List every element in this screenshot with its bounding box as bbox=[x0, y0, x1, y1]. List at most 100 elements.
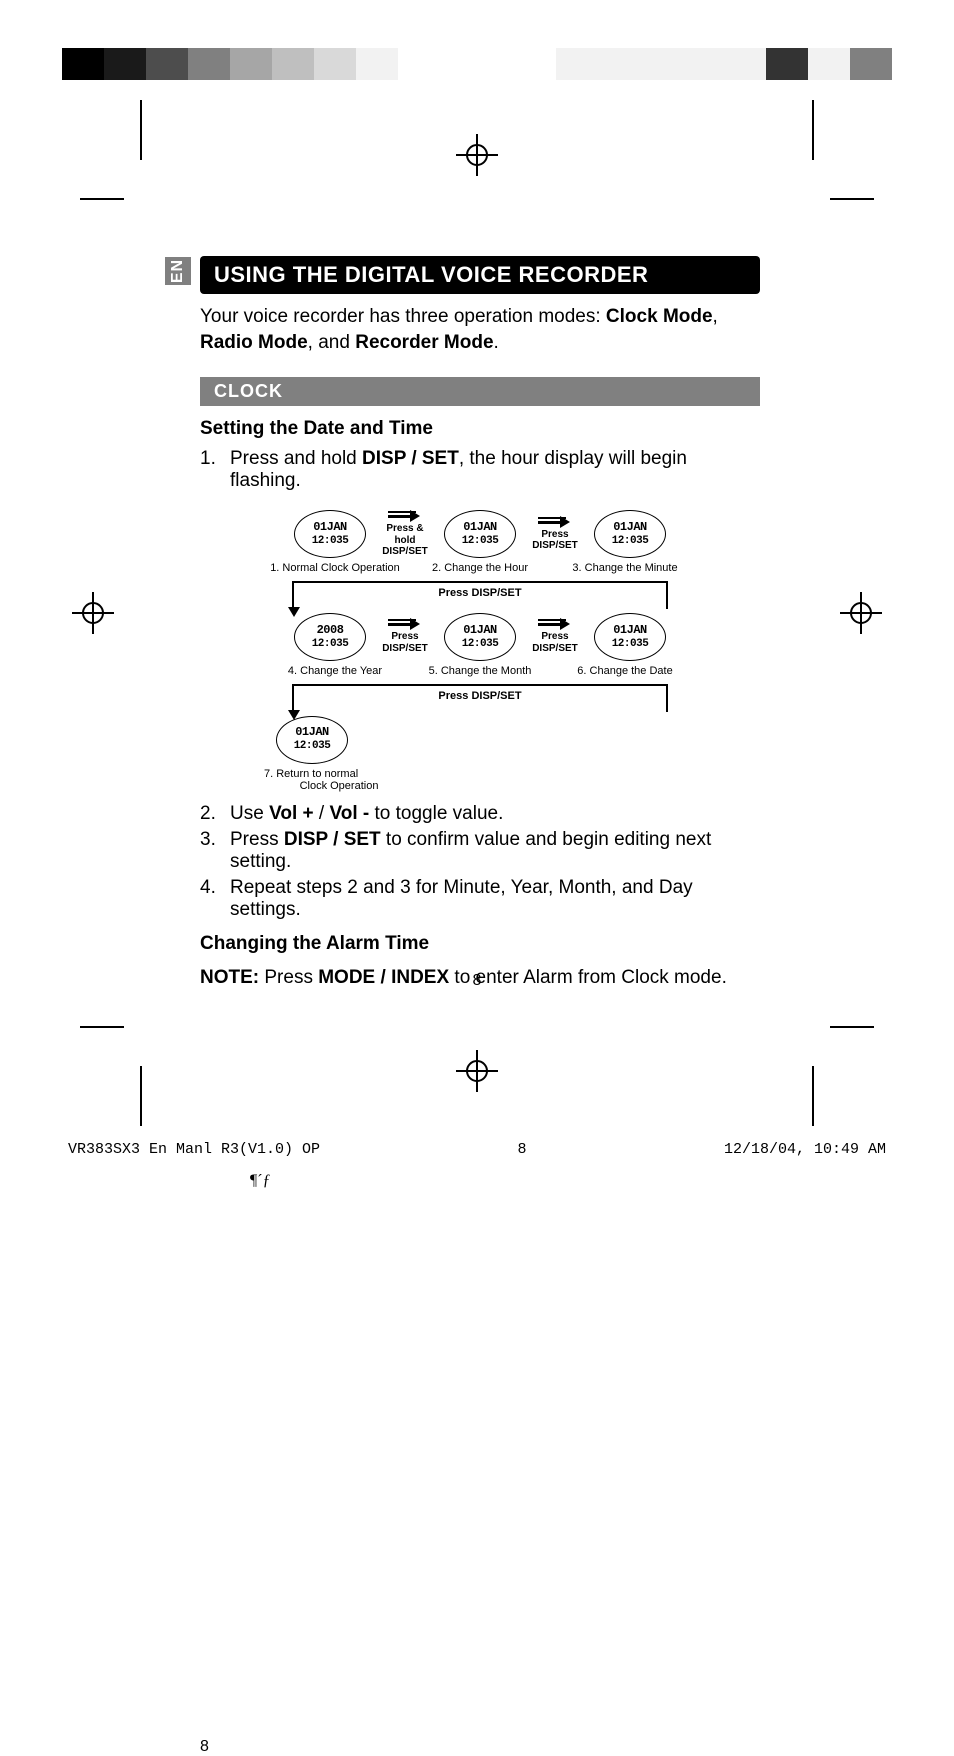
list-text: Press and hold DISP / SET, the hour disp… bbox=[230, 448, 760, 492]
registration-mark-icon bbox=[78, 598, 108, 628]
flow-connector-icon: Press DISP/SET bbox=[292, 581, 668, 609]
list-number: 1. bbox=[200, 448, 230, 492]
list-item: 1. Press and hold DISP / SET, the hour d… bbox=[200, 448, 760, 492]
text: Press bbox=[259, 967, 318, 988]
lcd-line1: 01JAN bbox=[613, 521, 647, 535]
lcd-line1: 01JAN bbox=[463, 521, 497, 535]
lcd-oval-icon: 01JAN 12:035 bbox=[594, 613, 666, 661]
diagram-captions: 1. Normal Clock Operation 2. Change the … bbox=[270, 562, 690, 575]
connector-label: Press DISP/SET bbox=[438, 587, 521, 600]
swatch bbox=[188, 48, 230, 80]
lcd-line2: 12:035 bbox=[294, 740, 331, 753]
caption: 4. Change the Year bbox=[270, 665, 400, 678]
arrow-down-icon bbox=[288, 607, 300, 617]
text: Press bbox=[541, 631, 568, 643]
swatch bbox=[104, 48, 146, 80]
intro-paragraph: Your voice recorder has three operation … bbox=[200, 304, 760, 355]
arrow-right-icon bbox=[388, 511, 422, 521]
crop-mark bbox=[812, 1082, 814, 1126]
swatch bbox=[356, 48, 398, 80]
lcd-oval-icon: 01JAN 12:035 bbox=[294, 510, 366, 558]
swatch bbox=[808, 48, 850, 80]
list-item: 4. Repeat steps 2 and 3 for Minute, Year… bbox=[200, 877, 760, 921]
arrow-label: Press DISP/SET bbox=[524, 619, 586, 654]
text: DISP/SET bbox=[382, 643, 428, 655]
arrow-label: Press & hold DISP/SET bbox=[374, 511, 436, 558]
list-text: Use Vol + / Vol - to toggle value. bbox=[230, 803, 503, 825]
lcd-line1: 01JAN bbox=[295, 726, 329, 740]
arrow-label: Press DISP/SET bbox=[374, 619, 436, 654]
swatch bbox=[682, 48, 724, 80]
swatch bbox=[766, 48, 808, 80]
swatch bbox=[62, 48, 104, 80]
text-bold: MODE / INDEX bbox=[318, 967, 449, 988]
section-heading: USING THE DIGITAL VOICE RECORDER bbox=[200, 256, 760, 294]
caption: 7. Return to normal bbox=[264, 768, 414, 781]
list-number: 2. bbox=[200, 803, 230, 825]
pilcrow-mark: ¶´ƒ bbox=[250, 1172, 271, 1190]
lcd-oval-icon: 2008 12:035 bbox=[294, 613, 366, 661]
swatch bbox=[850, 48, 892, 80]
procedure-title: Changing the Alarm Time bbox=[200, 933, 760, 955]
text: Your voice recorder has three operation … bbox=[200, 306, 606, 327]
caption: Clock Operation bbox=[264, 780, 414, 793]
crop-mark bbox=[140, 100, 142, 144]
list-number: 3. bbox=[200, 829, 230, 873]
caption: 2. Change the Hour bbox=[415, 562, 545, 575]
swatch bbox=[598, 48, 640, 80]
caption: 1. Normal Clock Operation bbox=[270, 562, 400, 575]
diagram-row: 01JAN 12:035 bbox=[276, 716, 690, 764]
list-number: 4. bbox=[200, 877, 230, 921]
arrow-right-icon bbox=[388, 619, 422, 629]
lcd-line1: 01JAN bbox=[613, 624, 647, 638]
lcd-oval-icon: 01JAN 12:035 bbox=[444, 613, 516, 661]
swatch bbox=[556, 48, 598, 80]
swatch bbox=[314, 48, 356, 80]
swatch bbox=[640, 48, 682, 80]
text: , bbox=[713, 306, 718, 327]
arrow-label: Press DISP/SET bbox=[524, 517, 586, 552]
text-bold: DISP / SET bbox=[362, 448, 459, 469]
text: Press bbox=[541, 529, 568, 541]
ordered-list: 1. Press and hold DISP / SET, the hour d… bbox=[200, 448, 760, 492]
crop-mark bbox=[140, 140, 142, 160]
text-bold: Vol - bbox=[329, 803, 369, 824]
text: to enter Alarm from Clock mode. bbox=[449, 967, 727, 988]
text: Press bbox=[391, 631, 418, 643]
diagram-row: 2008 12:035 Press DISP/SET 01JAN 12:035 … bbox=[270, 613, 690, 661]
crop-mark bbox=[80, 198, 124, 200]
text: Use bbox=[230, 803, 269, 824]
text: hold DISP/SET bbox=[374, 535, 436, 558]
color-bar-right bbox=[556, 48, 892, 80]
swatch bbox=[146, 48, 188, 80]
text-bold: Recorder Mode bbox=[355, 332, 493, 353]
arrow-right-icon bbox=[538, 517, 572, 527]
lcd-line2: 12:035 bbox=[312, 638, 349, 651]
lcd-line1: 2008 bbox=[317, 624, 344, 638]
print-footer: VR383SX3 En Manl R3(V1.0) OP 8 12/18/04,… bbox=[68, 1141, 886, 1158]
swatch bbox=[230, 48, 272, 80]
text: , and bbox=[308, 332, 356, 353]
ordered-list: 2. Use Vol + / Vol - to toggle value. 3.… bbox=[200, 803, 760, 921]
lcd-oval-icon: 01JAN 12:035 bbox=[276, 716, 348, 764]
crop-mark bbox=[812, 1066, 814, 1086]
text-bold: NOTE: bbox=[200, 967, 259, 988]
caption: 5. Change the Month bbox=[415, 665, 545, 678]
list-item: 2. Use Vol + / Vol - to toggle value. bbox=[200, 803, 760, 825]
text: / bbox=[314, 803, 330, 824]
text-bold: DISP / SET bbox=[284, 829, 381, 850]
arrow-down-icon bbox=[288, 710, 300, 720]
crop-mark bbox=[80, 1026, 124, 1028]
text: . bbox=[494, 332, 499, 353]
text: DISP/SET bbox=[532, 643, 578, 655]
connector-label: Press DISP/SET bbox=[438, 690, 521, 703]
lcd-line2: 12:035 bbox=[612, 638, 649, 651]
registration-mark-icon bbox=[462, 1056, 492, 1086]
page-number: 8 bbox=[200, 1738, 760, 1756]
swatch bbox=[272, 48, 314, 80]
text: DISP/SET bbox=[532, 540, 578, 552]
diagram-row: 01JAN 12:035 Press & hold DISP/SET 01JAN… bbox=[270, 510, 690, 558]
color-bar-left bbox=[62, 48, 398, 80]
crop-mark bbox=[812, 140, 814, 160]
lcd-line2: 12:035 bbox=[462, 638, 499, 651]
